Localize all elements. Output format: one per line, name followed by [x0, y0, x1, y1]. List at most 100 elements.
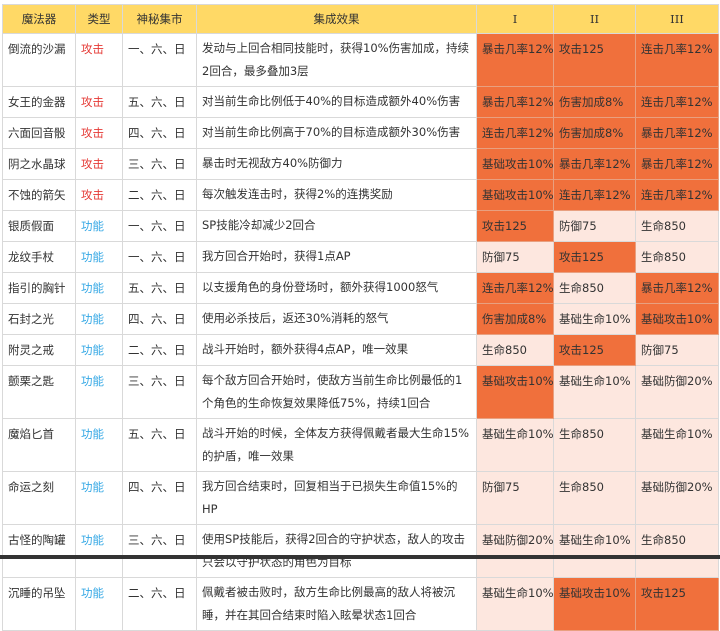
market-days: 一、六、日 — [122, 210, 197, 242]
artifact-type: 功能 — [75, 418, 123, 472]
effect-text: 战斗开始的时候，全体友方获得佩戴者最大生命15%的护盾，唯一效果 — [196, 418, 477, 472]
table-row: 阴之水晶球 攻击 三、六、日 暴击时无视敌方40%防御力 基础攻击10% 暴击几率12% 暴… — [2, 148, 719, 180]
tier-1-stat: 连击几率12% — [476, 117, 554, 149]
tier-2-stat: 暴击几率12% — [553, 148, 636, 180]
header-effect: 集成效果 — [196, 4, 477, 34]
tier-1-stat: 生命850 — [476, 334, 554, 366]
tier-2-stat: 伤害加成8% — [553, 86, 636, 118]
market-days: 四、六、日 — [122, 303, 197, 335]
market-days: 四、六、日 — [122, 471, 197, 525]
tier-3-stat: 基础攻击10% — [635, 303, 719, 335]
header-artifact: 魔法器 — [2, 4, 76, 34]
artifact-name: 倒流的沙漏 — [2, 33, 76, 87]
artifact-name: 沉睡的吊坠 — [2, 577, 76, 631]
table-row: 古怪的陶罐 功能 三、六、日 使用SP技能后，获得2回合的守护状态，敌人的攻击只会以守… — [2, 524, 719, 578]
tier-3-stat: 防御75 — [635, 334, 719, 366]
artifact-type: 功能 — [75, 334, 123, 366]
table-row: 不蚀的箭矢 攻击 二、六、日 每次触发连击时，获得2%的连携奖励 基础攻击10% 连击几率… — [2, 179, 719, 211]
tier-1-stat: 基础防御20% — [476, 524, 554, 578]
artifact-name: 女王的金器 — [2, 86, 76, 118]
artifact-type: 功能 — [75, 241, 123, 273]
artifact-type: 功能 — [75, 365, 123, 419]
tier-2-stat: 基础生命10% — [553, 524, 636, 578]
tier-3-stat: 攻击125 — [635, 577, 719, 631]
tier-2-stat: 攻击125 — [553, 241, 636, 273]
effect-text: SP技能冷却减少2回合 — [196, 210, 477, 242]
tier-3-stat: 生命850 — [635, 524, 719, 578]
artifact-name: 古怪的陶罐 — [2, 524, 76, 578]
effect-text: 每个敌方回合开始时，使敌方当前生命比例最低的1个角色的生命恢复效果降低75%，持… — [196, 365, 477, 419]
table-row: 沉睡的吊坠 功能 二、六、日 佩戴者被击败时，敌方生命比例最高的敌人将被沉睡，并在其回… — [2, 577, 719, 631]
tier-1-stat: 基础生命10% — [476, 418, 554, 472]
tier-2-stat: 基础攻击10% — [553, 577, 636, 631]
tier-3-stat: 连击几率12% — [635, 33, 719, 87]
artifact-name: 命运之刻 — [2, 471, 76, 525]
effect-text: 使用必杀技后，返还30%消耗的怒气 — [196, 303, 477, 335]
tier-2-stat: 攻击125 — [553, 33, 636, 87]
effect-text: 战斗开始时，额外获得4点AP，唯一效果 — [196, 334, 477, 366]
artifact-type: 攻击 — [75, 33, 123, 87]
artifact-type: 攻击 — [75, 148, 123, 180]
header-tier-1: I — [476, 4, 554, 34]
header-row: 魔法器 类型 神秘集市 集成效果 I II III — [2, 4, 719, 34]
effect-text: 每次触发连击时，获得2%的连携奖励 — [196, 179, 477, 211]
tier-2-stat: 生命850 — [553, 418, 636, 472]
table-row: 六面回音骰 攻击 四、六、日 对当前生命比例高于70%的目标造成额外30%伤害 连击几率… — [2, 117, 719, 149]
tier-1-stat: 伤害加成8% — [476, 303, 554, 335]
market-days: 二、六、日 — [122, 577, 197, 631]
tier-3-stat: 暴击几率12% — [635, 148, 719, 180]
artifact-name: 附灵之戒 — [2, 334, 76, 366]
effect-text: 暴击时无视敌方40%防御力 — [196, 148, 477, 180]
table-row: 银质假面 功能 一、六、日 SP技能冷却减少2回合 攻击125 防御75 生命850 — [2, 210, 719, 242]
artifact-name: 颤栗之匙 — [2, 365, 76, 419]
tier-3-stat: 连击几率12% — [635, 86, 719, 118]
tier-1-stat: 防御75 — [476, 471, 554, 525]
market-days: 五、六、日 — [122, 418, 197, 472]
tier-2-stat: 连击几率12% — [553, 179, 636, 211]
artifact-type: 功能 — [75, 577, 123, 631]
artifact-type: 攻击 — [75, 117, 123, 149]
tier-3-stat: 暴击几率12% — [635, 117, 719, 149]
bottom-border — [0, 555, 720, 559]
effect-text: 发动与上回合相同技能时，获得10%伤害加成，持续2回合，最多叠加3层 — [196, 33, 477, 87]
artifact-type: 攻击 — [75, 179, 123, 211]
effect-text: 使用SP技能后，获得2回合的守护状态，敌人的攻击只会以守护状态的角色为目标 — [196, 524, 477, 578]
market-days: 二、六、日 — [122, 334, 197, 366]
market-days: 一、六、日 — [122, 241, 197, 273]
market-days: 一、六、日 — [122, 33, 197, 87]
tier-1-stat: 基础攻击10% — [476, 148, 554, 180]
tier-2-stat: 生命850 — [553, 272, 636, 304]
header-market: 神秘集市 — [122, 4, 197, 34]
table-row: 命运之刻 功能 四、六、日 我方回合结束时，回复相当于已损失生命值15%的HP 防御75… — [2, 471, 719, 525]
tier-3-stat: 生命850 — [635, 210, 719, 242]
table-row: 倒流的沙漏 攻击 一、六、日 发动与上回合相同技能时，获得10%伤害加成，持续2回合，… — [2, 33, 719, 87]
artifact-name: 龙纹手杖 — [2, 241, 76, 273]
tier-3-stat: 基础防御20% — [635, 365, 719, 419]
table-row: 魔焰匕首 功能 五、六、日 战斗开始的时候，全体友方获得佩戴者最大生命15%的护盾，唯… — [2, 418, 719, 472]
table-row: 指引的胸针 功能 五、六、日 以支援角色的身份登场时，额外获得1000怒气 连击几率12… — [2, 272, 719, 304]
effect-text: 我方回合结束时，回复相当于已损失生命值15%的HP — [196, 471, 477, 525]
table-row: 附灵之戒 功能 二、六、日 战斗开始时，额外获得4点AP，唯一效果 生命850 攻击125… — [2, 334, 719, 366]
table-row: 龙纹手杖 功能 一、六、日 我方回合开始时，获得1点AP 防御75 攻击125 生命850 — [2, 241, 719, 273]
tier-3-stat: 连击几率12% — [635, 179, 719, 211]
market-days: 三、六、日 — [122, 365, 197, 419]
artifact-name: 阴之水晶球 — [2, 148, 76, 180]
tier-1-stat: 攻击125 — [476, 210, 554, 242]
table-row: 颤栗之匙 功能 三、六、日 每个敌方回合开始时，使敌方当前生命比例最低的1个角色的生命… — [2, 365, 719, 419]
tier-2-stat: 伤害加成8% — [553, 117, 636, 149]
tier-1-stat: 暴击几率12% — [476, 33, 554, 87]
tier-3-stat: 生命850 — [635, 241, 719, 273]
artifact-table: 魔法器 类型 神秘集市 集成效果 I II III 倒流的沙漏 攻击 一、六、日 发动与上回合相同… — [2, 4, 719, 631]
artifact-name: 魔焰匕首 — [2, 418, 76, 472]
header-tier-2: II — [553, 4, 636, 34]
table-row: 女王的金器 攻击 五、六、日 对当前生命比例低于40%的目标造成额外40%伤害 暴击几率… — [2, 86, 719, 118]
tier-1-stat: 暴击几率12% — [476, 86, 554, 118]
effect-text: 佩戴者被击败时，敌方生命比例最高的敌人将被沉睡，并在其回合结束时陷入眩晕状态1回… — [196, 577, 477, 631]
tier-2-stat: 基础生命10% — [553, 303, 636, 335]
tier-1-stat: 基础攻击10% — [476, 179, 554, 211]
tier-1-stat: 基础生命10% — [476, 577, 554, 631]
effect-text: 以支援角色的身份登场时，额外获得1000怒气 — [196, 272, 477, 304]
header-type: 类型 — [75, 4, 123, 34]
tier-3-stat: 基础防御20% — [635, 471, 719, 525]
tier-1-stat: 连击几率12% — [476, 272, 554, 304]
